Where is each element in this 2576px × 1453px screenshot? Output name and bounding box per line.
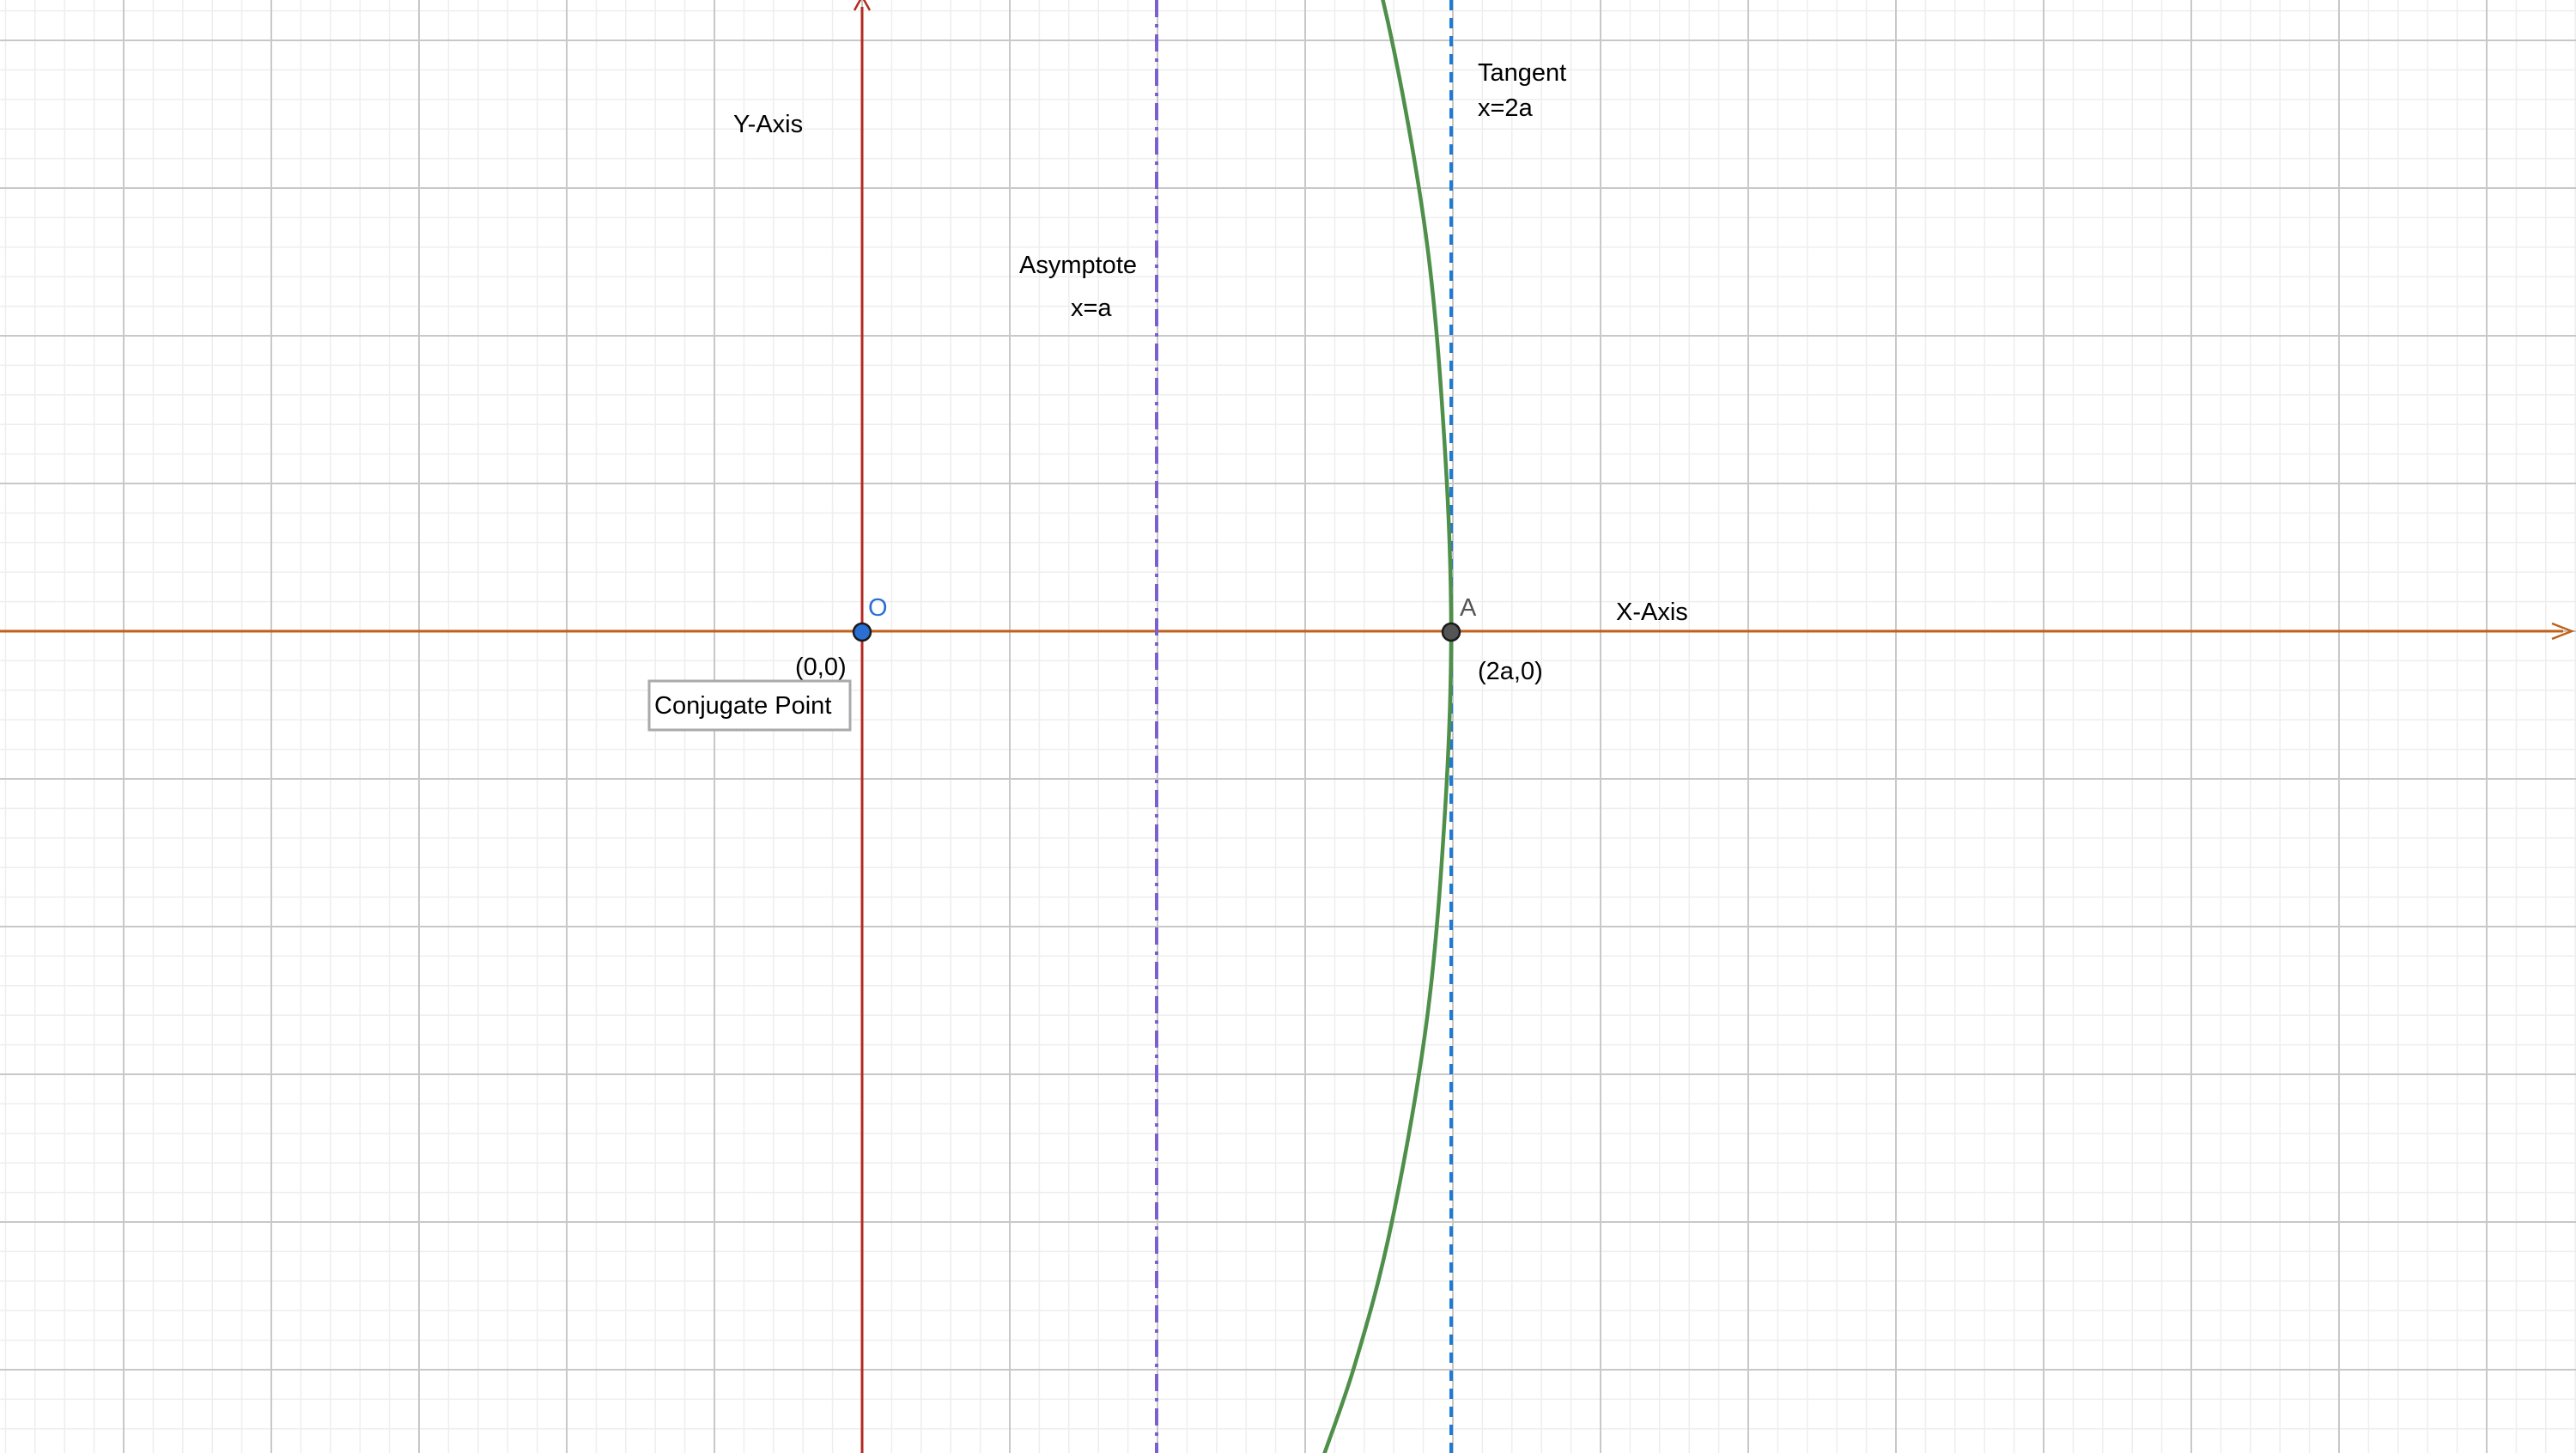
point-a-name: A (1460, 594, 1477, 622)
point-a[interactable] (1441, 622, 1461, 642)
point-o-name: O (868, 594, 888, 622)
tangent-label: Tangent (1478, 59, 1566, 87)
x-axis-label: X-Axis (1616, 599, 1688, 626)
y-axis-arrowhead-icon (853, 0, 872, 11)
tangent-equation: x=2a (1478, 94, 1534, 122)
conjugate-point-label: Conjugate Point (654, 692, 831, 720)
point-a-coords: (2a,0) (1478, 658, 1543, 685)
y-axis-label: Y-Axis (733, 111, 803, 138)
curve (1322, 0, 1454, 1453)
x-axis-arrowhead-icon (2551, 622, 2575, 641)
asymptote-equation: x=a (1071, 295, 1112, 322)
point-o-coords: (0,0) (795, 654, 847, 681)
point-o[interactable] (852, 622, 872, 642)
conjugate-point-callout (647, 679, 852, 732)
asymptote-label: Asymptote (1019, 252, 1137, 279)
